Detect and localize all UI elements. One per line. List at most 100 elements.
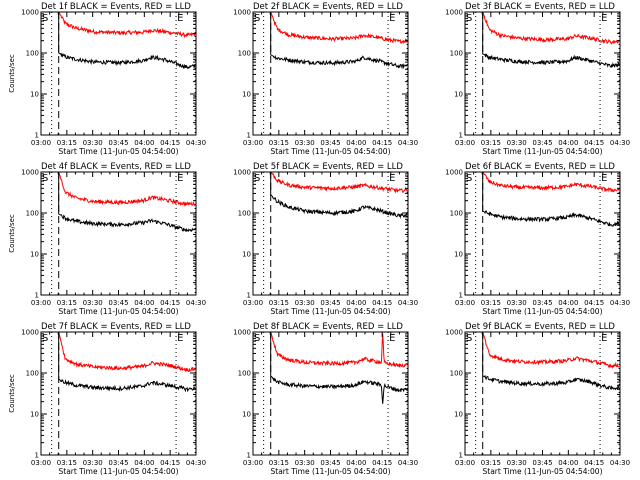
panel-det-5f: Det 5f BLACK = Events, RED = LLD 1 10 100 10… bbox=[233, 162, 418, 316]
events-series-line bbox=[482, 332, 620, 391]
y-tick-label: 1 bbox=[35, 132, 39, 140]
x-axis-label: Start Time (11-Jun-05 04:54:00) bbox=[271, 147, 391, 156]
x-axis-label: Start Time (11-Jun-05 04:54:00) bbox=[271, 307, 391, 316]
x-tick-label: 03:45 bbox=[108, 139, 128, 147]
events-series-line bbox=[270, 332, 408, 404]
x-tick-label: 03:45 bbox=[320, 299, 340, 307]
x-tick-label: 04:30 bbox=[186, 299, 206, 307]
x-tick-label: 03:45 bbox=[108, 459, 128, 467]
panel-det-6f: Det 6f BLACK = Events, RED = LLD 1 10 100 10… bbox=[445, 162, 630, 316]
x-tick-label: 03:30 bbox=[295, 459, 315, 467]
series-group bbox=[482, 172, 620, 227]
x-tick-label: 04:00 bbox=[558, 139, 578, 147]
panel-det-1f: Det 1f BLACK = Events, RED = LLD 1 10 100 10… bbox=[8, 2, 206, 156]
start-marker-label: S bbox=[42, 173, 48, 184]
end-marker-label: E bbox=[601, 13, 607, 24]
panel-title: Det 8f BLACK = Events, RED = LLD bbox=[253, 322, 403, 332]
panel-title: Det 3f BLACK = Events, RED = LLD bbox=[465, 2, 615, 12]
y-tick-label: 1000 bbox=[21, 169, 39, 177]
end-marker-label: E bbox=[601, 173, 607, 184]
y-tick-label: 1 bbox=[247, 292, 251, 300]
y-tick-label: 10 bbox=[454, 411, 463, 419]
panel-det-7f: Det 7f BLACK = Events, RED = LLD 1 10 100 10… bbox=[8, 322, 206, 476]
y-tick-label: 1000 bbox=[233, 329, 251, 337]
y-axis-label: Counts/sec bbox=[8, 374, 16, 413]
y-tick-label: 100 bbox=[26, 210, 39, 218]
start-marker-label: S bbox=[466, 173, 472, 184]
panel-det-9f: Det 9f BLACK = Events, RED = LLD 1 10 100 10… bbox=[445, 322, 630, 476]
y-tick-label: 10 bbox=[242, 251, 251, 259]
x-tick-label: 04:00 bbox=[346, 299, 366, 307]
x-tick-label: 03:45 bbox=[320, 139, 340, 147]
start-marker-label: S bbox=[42, 13, 48, 24]
y-tick-label: 1000 bbox=[233, 9, 251, 17]
y-tick-label: 1000 bbox=[21, 329, 39, 337]
y-tick-label: 10 bbox=[30, 251, 39, 259]
x-tick-label: 03:30 bbox=[295, 299, 315, 307]
x-tick-label: 03:15 bbox=[57, 139, 77, 147]
panel-det-3f: Det 3f BLACK = Events, RED = LLD 1 10 100 10… bbox=[445, 2, 630, 156]
y-tick-label: 1000 bbox=[445, 169, 463, 177]
events-series-line bbox=[58, 12, 196, 70]
x-tick-label: 04:30 bbox=[398, 299, 418, 307]
y-tick-label: 1 bbox=[459, 292, 463, 300]
x-tick-label: 04:15 bbox=[584, 299, 604, 307]
y-tick-label: 10 bbox=[30, 91, 39, 99]
series-group bbox=[58, 332, 196, 393]
plot-frame bbox=[40, 11, 197, 136]
panel-det-2f: Det 2f BLACK = Events, RED = LLD 1 10 100 10… bbox=[233, 2, 418, 156]
x-axis-label: Start Time (11-Jun-05 04:54:00) bbox=[483, 147, 603, 156]
y-tick-label: 10 bbox=[454, 91, 463, 99]
x-tick-label: 04:00 bbox=[558, 299, 578, 307]
x-tick-label: 03:15 bbox=[57, 299, 77, 307]
y-tick-label: 100 bbox=[450, 210, 463, 218]
lld-series-line bbox=[58, 172, 196, 207]
x-tick-label: 04:30 bbox=[186, 139, 206, 147]
plot-frame bbox=[40, 331, 197, 456]
start-marker-label: S bbox=[466, 13, 472, 24]
x-tick-label: 03:00 bbox=[31, 299, 51, 307]
x-tick-label: 04:15 bbox=[160, 139, 180, 147]
x-tick-label: 03:45 bbox=[532, 139, 552, 147]
x-tick-label: 03:15 bbox=[57, 459, 77, 467]
series-group bbox=[482, 12, 620, 68]
panel-det-8f: Det 8f BLACK = Events, RED = LLD 1 10 100 10… bbox=[233, 322, 418, 476]
lld-series-line bbox=[58, 332, 196, 373]
x-axis-label: Start Time (11-Jun-05 04:54:00) bbox=[59, 147, 179, 156]
x-tick-label: 04:15 bbox=[160, 299, 180, 307]
y-tick-label: 10 bbox=[30, 411, 39, 419]
x-tick-label: 03:30 bbox=[507, 139, 527, 147]
end-marker-label: E bbox=[177, 13, 183, 24]
events-series-line bbox=[270, 12, 408, 70]
x-tick-label: 03:30 bbox=[83, 299, 103, 307]
y-tick-label: 1000 bbox=[445, 329, 463, 337]
x-tick-label: 04:15 bbox=[372, 299, 392, 307]
x-tick-label: 03:30 bbox=[295, 139, 315, 147]
y-tick-label: 10 bbox=[454, 251, 463, 259]
x-tick-label: 04:15 bbox=[372, 139, 392, 147]
y-axis-label: Counts/sec bbox=[8, 54, 16, 93]
y-tick-label: 1 bbox=[35, 452, 39, 460]
y-tick-label: 1 bbox=[247, 132, 251, 140]
start-marker-label: S bbox=[254, 333, 260, 344]
end-marker-label: E bbox=[389, 13, 395, 24]
x-tick-label: 03:45 bbox=[532, 299, 552, 307]
lld-series-line bbox=[58, 12, 196, 39]
end-marker-label: E bbox=[177, 333, 183, 344]
y-tick-label: 100 bbox=[26, 50, 39, 58]
x-tick-label: 03:30 bbox=[83, 139, 103, 147]
panel-title: Det 9f BLACK = Events, RED = LLD bbox=[465, 322, 615, 332]
y-tick-label: 100 bbox=[238, 210, 251, 218]
x-tick-label: 04:00 bbox=[134, 459, 154, 467]
panel-title: Det 2f BLACK = Events, RED = LLD bbox=[253, 2, 403, 12]
events-series-line bbox=[270, 172, 408, 219]
lld-series-line bbox=[482, 332, 620, 369]
start-marker-label: S bbox=[466, 333, 472, 344]
x-axis-label: Start Time (11-Jun-05 04:54:00) bbox=[483, 467, 603, 476]
panel-title: Det 6f BLACK = Events, RED = LLD bbox=[465, 162, 615, 172]
x-tick-label: 04:15 bbox=[372, 459, 392, 467]
events-series-line bbox=[58, 172, 196, 233]
x-tick-label: 03:00 bbox=[31, 459, 51, 467]
lld-series-line bbox=[270, 332, 408, 368]
